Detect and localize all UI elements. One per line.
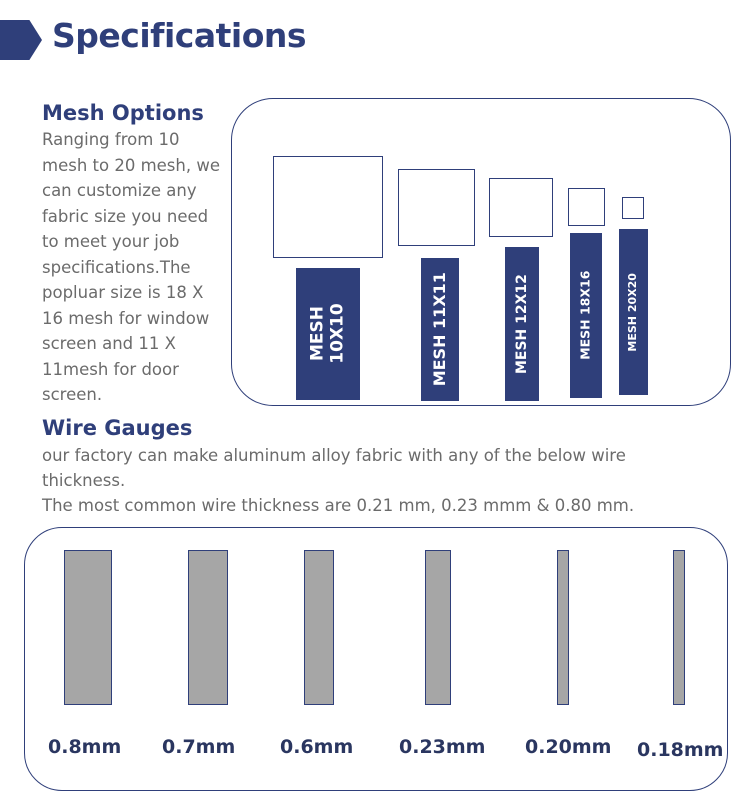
wire-0-23mm-bar <box>425 550 451 705</box>
mesh-20x20-bar: MESH 20X20 <box>619 229 648 395</box>
mesh-11x11-square <box>398 169 475 246</box>
wire-gauges-heading: Wire Gauges <box>42 416 193 440</box>
mesh-12x12-bar: MESH 12X12 <box>505 247 539 401</box>
gauge-label: 0.23mm <box>399 736 486 758</box>
mesh-size-label: MESH 11X11 <box>429 272 449 387</box>
description-line: popluar size is 18 X <box>42 283 204 302</box>
wire-gauges-description: our factory can make aluminum alloy fabr… <box>42 443 702 518</box>
mesh-18x16-square <box>568 188 605 226</box>
gauge-label: 0.7mm <box>162 736 236 758</box>
description-line: Ranging from 10 <box>42 130 180 149</box>
mesh-size-label: MESH <box>307 306 328 362</box>
mesh-options-heading: Mesh Options <box>42 101 204 125</box>
wire-0-18mm-bar <box>673 550 685 705</box>
description-line: our factory can make aluminum alloy fabr… <box>42 446 626 465</box>
description-line: thickness. <box>42 471 126 490</box>
description-line: The most common wire thickness are 0.21 … <box>42 496 635 515</box>
mesh-size-label: MESH 18X16 <box>577 270 593 361</box>
wire-0-8mm-bar <box>64 550 112 705</box>
mesh-12x12-square <box>489 178 553 237</box>
gauge-label: 0.8mm <box>48 736 122 758</box>
mesh-18x16-bar: MESH 18X16 <box>570 233 602 398</box>
gauge-label: 0.20mm <box>525 736 612 758</box>
mesh-size-label: 10X10 <box>326 303 347 365</box>
description-line: fabric size you need <box>42 206 209 226</box>
wire-0-7mm-bar <box>188 550 228 705</box>
description-line: screen. <box>42 385 103 404</box>
mesh-20x20-square <box>622 197 644 219</box>
description-line: 11mesh for door <box>42 359 179 379</box>
description-line: to meet your job <box>42 232 180 251</box>
mesh-size-label: MESH 20X20 <box>626 272 640 352</box>
mesh-10x10-square <box>273 156 383 258</box>
gauge-label: 0.18mm <box>637 739 724 761</box>
mesh-options-description: Ranging from 10 mesh to 20 mesh, we can … <box>42 127 242 408</box>
description-line: screen and 11 X <box>42 334 176 353</box>
description-line: can customize any <box>42 181 197 200</box>
description-line: specifications.The <box>42 257 191 277</box>
description-line: mesh to 20 mesh, we <box>42 155 220 175</box>
mesh-10x10-bar: MESH 10X10 <box>296 268 360 400</box>
description-line: 16 mesh for window <box>42 308 210 328</box>
mesh-size-label: MESH 12X12 <box>513 274 530 374</box>
wire-gauges-panel <box>24 527 728 791</box>
header-arrow-icon <box>0 20 42 60</box>
gauge-label: 0.6mm <box>280 736 354 758</box>
page-title: Specifications <box>52 16 307 55</box>
wire-0-6mm-bar <box>304 550 334 705</box>
mesh-11x11-bar: MESH 11X11 <box>421 258 459 401</box>
mesh-sizes-panel <box>231 98 731 406</box>
wire-0-20mm-bar <box>557 550 569 705</box>
